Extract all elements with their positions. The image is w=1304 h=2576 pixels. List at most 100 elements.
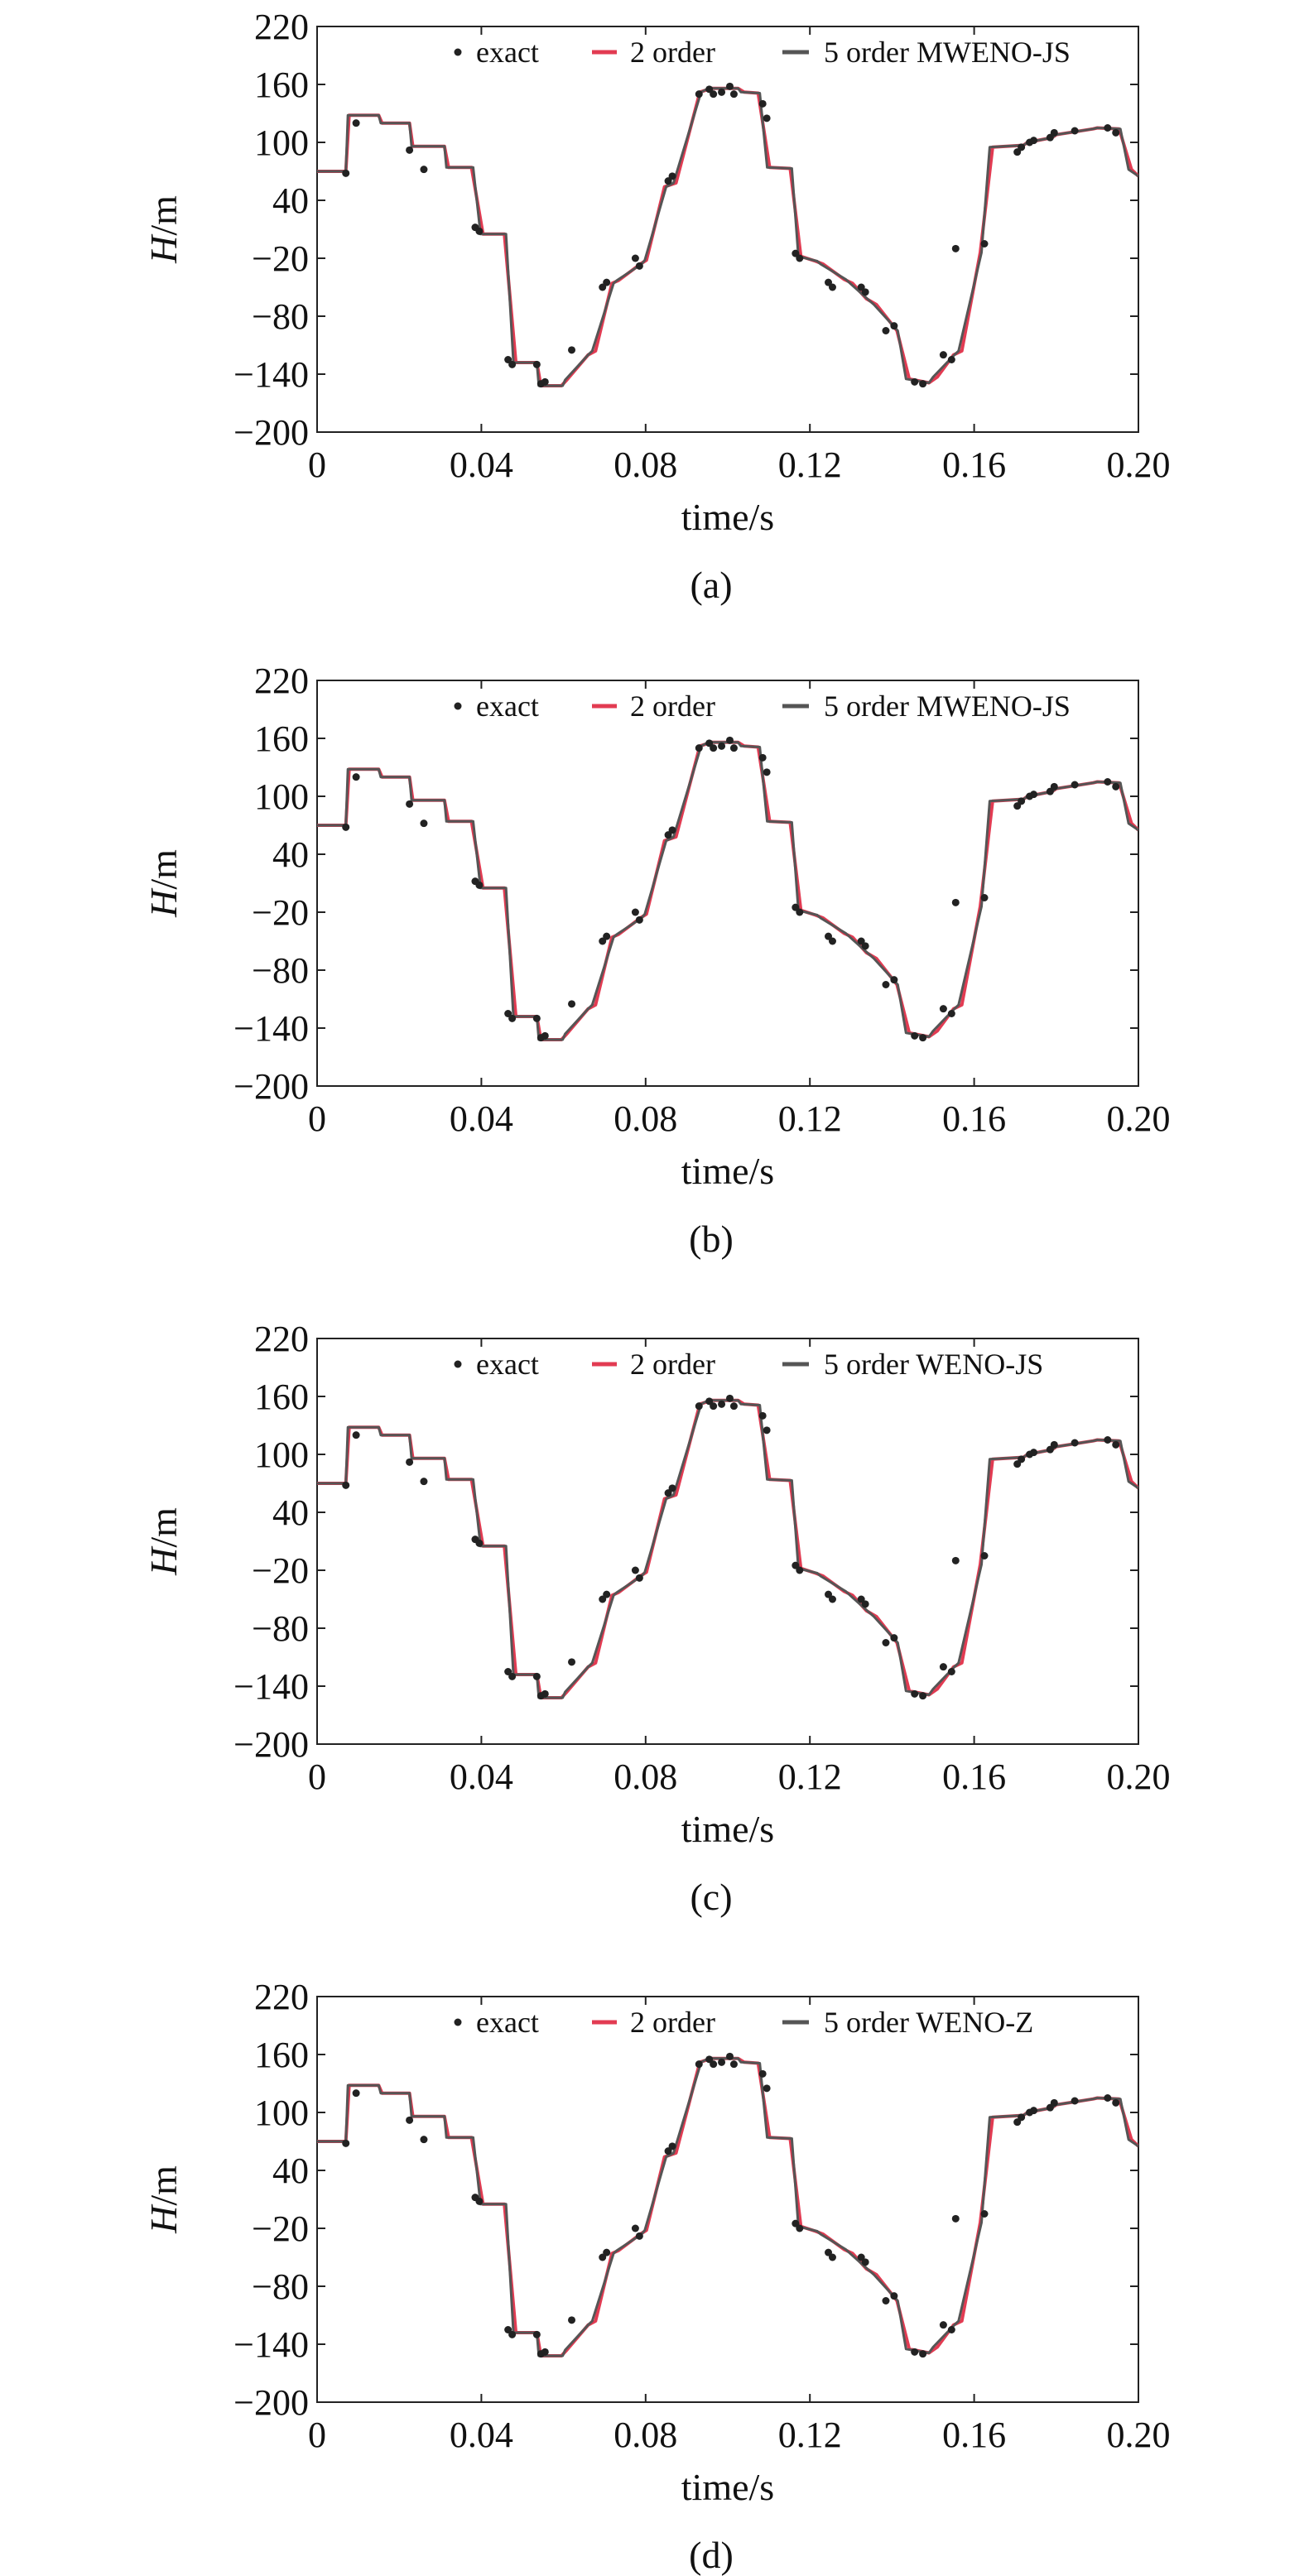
exact-point [568, 2316, 576, 2324]
y-tick-label: 100 [254, 776, 309, 817]
exact-point [603, 278, 611, 286]
exact-point [828, 283, 836, 291]
plot-frame [316, 26, 1139, 433]
exact-point [475, 881, 484, 889]
exact-point [342, 1481, 350, 1489]
exact-point [420, 2136, 428, 2144]
exact-point [725, 1394, 734, 1402]
legend-label: exact [476, 2006, 539, 2039]
legend: exact 2 order 5 order MWENO-JS [454, 690, 1071, 723]
exact-point [352, 2089, 360, 2098]
exact-point [890, 976, 898, 984]
legend-label: 2 order [630, 36, 715, 69]
exact-point [1104, 2094, 1112, 2102]
exact-point [568, 346, 576, 354]
exact-point [758, 2069, 767, 2078]
legend: exact 2 order 5 order MWENO-JS [454, 36, 1071, 69]
series-line-2 [317, 1399, 1138, 1699]
exact-point [406, 1458, 414, 1466]
legend-label: 2 order [630, 690, 715, 723]
exact-point [718, 742, 726, 750]
exact-point [1050, 1440, 1058, 1449]
exact-point [1112, 2098, 1120, 2107]
series-line-1 [317, 2056, 1138, 2357]
y-tick-label: 100 [254, 123, 309, 163]
y-tick-label: −200 [233, 1724, 309, 1765]
exact-point [406, 2116, 414, 2124]
plot-frame [316, 1996, 1139, 2403]
x-axis-label: time/s [681, 1808, 774, 1850]
exact-point [668, 2142, 676, 2151]
y-tick-label: −140 [233, 1666, 309, 1707]
x-tick-label: 0.08 [614, 1098, 677, 1139]
y-tick-label: −80 [252, 950, 309, 991]
y-tick-label: 160 [254, 65, 309, 105]
exact-point [1030, 137, 1038, 145]
legend-marker-exact [454, 48, 462, 56]
exact-point [1050, 782, 1058, 791]
legend-marker-exact [454, 2018, 462, 2026]
x-tick-label: 0 [308, 1098, 326, 1139]
exact-point [725, 2052, 734, 2060]
x-tick-label: 0.16 [942, 2415, 1006, 2455]
exact-point [729, 1402, 738, 1411]
x-tick-label: 0.12 [778, 1098, 842, 1139]
exact-point [951, 898, 960, 906]
exact-point [947, 1010, 955, 1017]
exact-point [861, 288, 869, 296]
exact-point [475, 227, 484, 235]
exact-point [631, 1566, 639, 1574]
y-axis-label-symbol: H [142, 2204, 185, 2234]
exact-point [828, 2253, 836, 2261]
exact-point [631, 908, 639, 916]
exact-point [1050, 128, 1058, 137]
exact-point [729, 2060, 738, 2069]
y-tick-label: −20 [252, 892, 309, 933]
exact-point [342, 823, 350, 831]
exact-point [1112, 782, 1120, 791]
exact-point [668, 172, 676, 180]
exact-point [541, 2348, 549, 2356]
y-tick-label: 40 [272, 180, 309, 221]
x-tick-label: 0.12 [778, 1757, 842, 1797]
legend-label: 5 order WENO-Z [824, 2006, 1033, 2039]
exact-point [919, 1034, 927, 1042]
exact-point [568, 1000, 576, 1008]
exact-point [603, 1590, 611, 1598]
exact-point [1071, 781, 1079, 789]
x-axis-label: time/s [681, 1150, 774, 1192]
exact-point [939, 351, 947, 359]
exact-point [532, 2330, 541, 2338]
x-tick-label: 0.04 [450, 2415, 513, 2455]
y-tick-label: −80 [252, 2266, 309, 2307]
exact-point [980, 240, 989, 248]
exact-point [420, 1478, 428, 1486]
y-tick-label: −80 [252, 1608, 309, 1649]
exact-point [729, 744, 738, 752]
y-tick-label: 160 [254, 1377, 309, 1417]
exact-point [1112, 1440, 1120, 1449]
x-tick-label: 0.16 [942, 1098, 1006, 1139]
exact-point [911, 377, 919, 386]
y-axis-label-unit: /m [142, 195, 185, 236]
exact-point [951, 1556, 960, 1564]
y-tick-label: −20 [252, 2208, 309, 2249]
exact-point [710, 744, 718, 752]
exact-point [1030, 791, 1038, 799]
exact-point [406, 800, 414, 808]
x-tick-label: 0.20 [1107, 1098, 1171, 1139]
exact-point [342, 169, 350, 177]
exact-point [695, 2060, 703, 2069]
y-tick-label: 220 [254, 1977, 309, 2017]
exact-point [919, 1692, 927, 1700]
exact-point [980, 894, 989, 901]
x-tick-label: 0.20 [1107, 445, 1171, 485]
legend-label: 2 order [630, 2006, 715, 2039]
exact-point [725, 82, 734, 90]
exact-point [911, 1689, 919, 1698]
legend: exact 2 order 5 order WENO-JS [454, 1348, 1043, 1381]
exact-point [710, 90, 718, 99]
exact-point [541, 1031, 549, 1040]
